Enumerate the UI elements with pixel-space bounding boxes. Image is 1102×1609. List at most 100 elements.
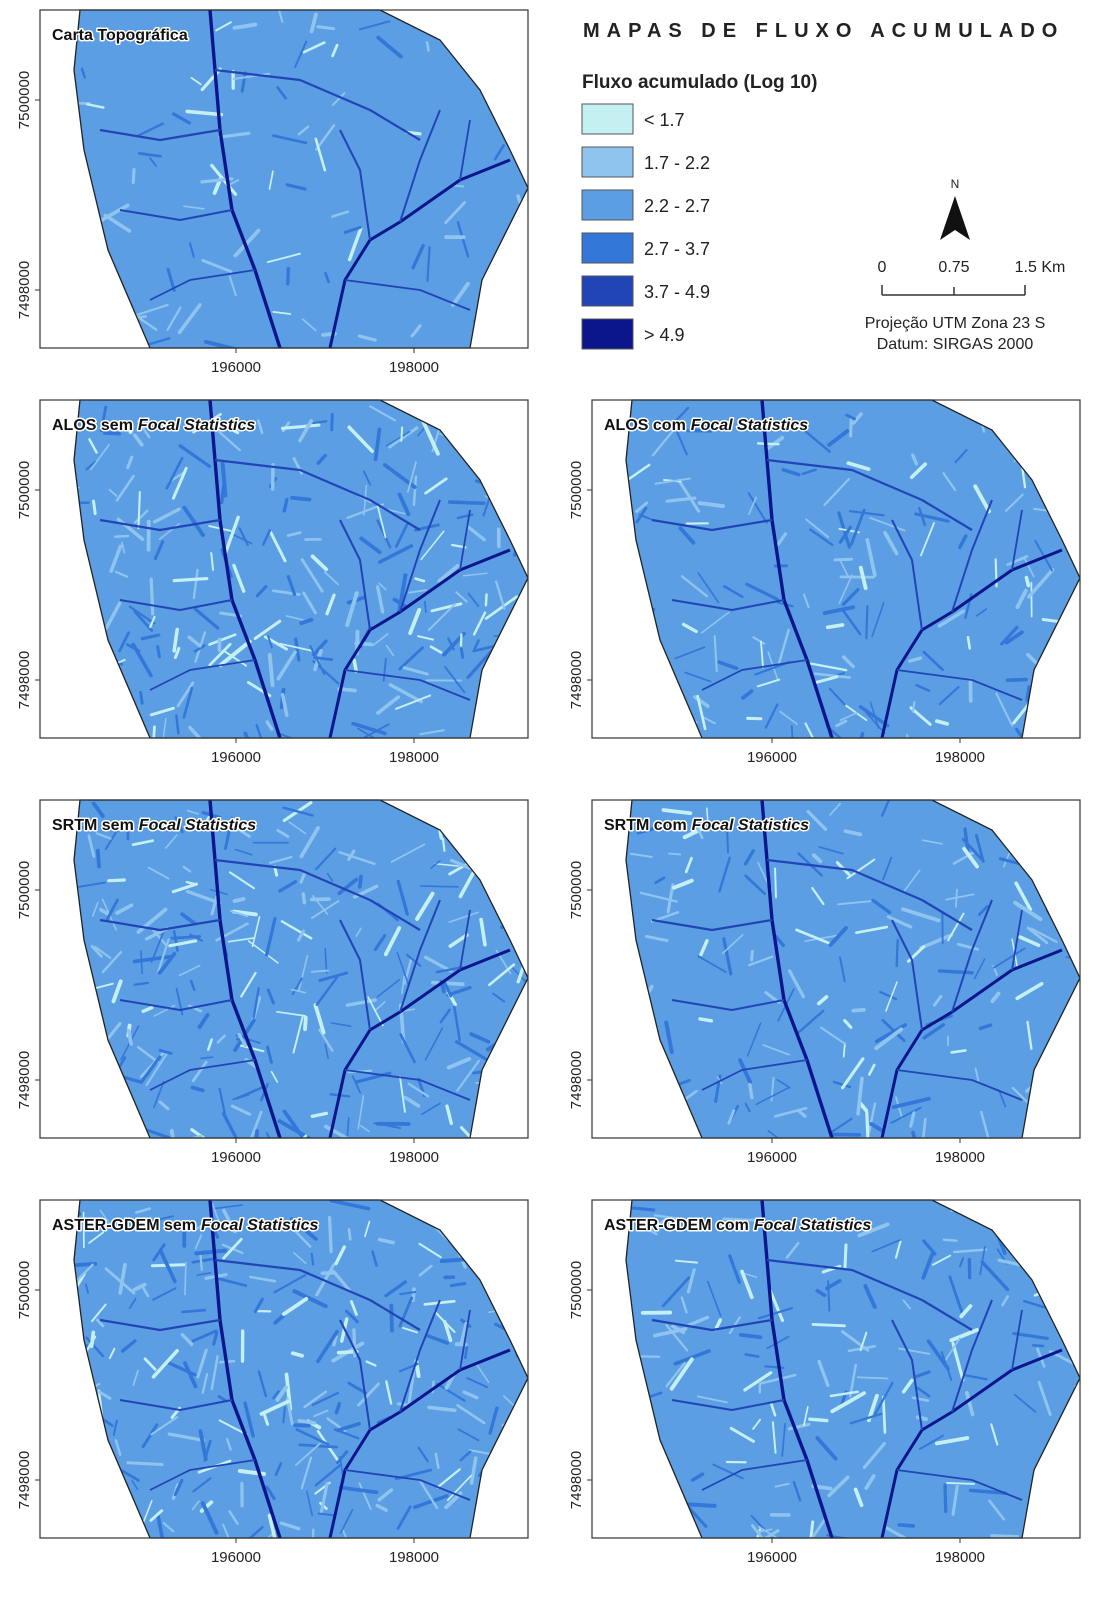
panel-title: ALOS sem Focal Statistics — [52, 417, 255, 434]
flow-texture — [433, 983, 463, 984]
flow-texture — [330, 1218, 332, 1252]
y-tick-label: 7500000 — [568, 861, 585, 919]
flow-texture — [109, 880, 124, 881]
flow-texture — [354, 660, 356, 671]
panel-title: Carta Topográfica — [52, 27, 188, 44]
flow-texture — [883, 1397, 885, 1432]
north-arrow: N — [940, 177, 970, 240]
legend-swatch — [582, 147, 633, 177]
flow-texture — [813, 1324, 844, 1325]
flow-texture — [752, 951, 753, 960]
flow-texture — [899, 1525, 913, 1526]
flow-texture — [115, 536, 128, 537]
flow-texture — [94, 501, 96, 514]
flow-texture — [897, 940, 898, 966]
flow-texture — [486, 594, 487, 605]
projection-text: Projeção UTM Zona 23 S — [865, 315, 1046, 332]
flow-texture — [775, 869, 776, 898]
flow-texture — [1033, 1345, 1043, 1346]
legend-label: 2.7 - 3.7 — [644, 239, 710, 259]
y-tick-label: 7498000 — [568, 651, 585, 709]
panel-title: ASTER-GDEM sem Focal Statistics — [52, 1217, 319, 1234]
panel-title-italic: Focal Statistics — [201, 1217, 318, 1234]
flow-texture — [1080, 675, 1092, 698]
y-tick-label: 7498000 — [16, 261, 33, 319]
flow-texture — [138, 492, 139, 528]
flow-texture — [758, 443, 778, 444]
flow-texture — [349, 1229, 350, 1239]
panel-title-italic: Focal Statistics — [138, 417, 255, 434]
x-tick-label: 196000 — [747, 1149, 797, 1166]
flow-texture — [174, 579, 207, 581]
flow-texture — [303, 894, 304, 903]
flow-texture — [158, 647, 160, 657]
flow-texture — [93, 1538, 101, 1558]
flow-texture — [98, 851, 99, 867]
flow-texture — [356, 643, 371, 644]
flow-texture — [968, 637, 970, 648]
flow-texture — [281, 1136, 306, 1163]
flow-texture — [741, 1335, 761, 1337]
x-tick-label: 196000 — [211, 359, 261, 376]
legend-title: Fluxo acumulado (Log 10) — [582, 72, 817, 93]
flow-texture — [669, 854, 680, 855]
scale-label: 0.75 — [938, 259, 969, 276]
flow-texture — [607, 738, 609, 763]
flow-texture — [1026, 578, 1028, 586]
x-tick-label: 198000 — [389, 1149, 439, 1166]
flow-texture — [391, 1306, 392, 1331]
flow-texture — [945, 1485, 946, 1511]
flow-texture — [918, 1417, 926, 1419]
datum-text: Datum: SIRGAS 2000 — [877, 336, 1034, 353]
flow-texture — [461, 649, 462, 657]
flow-texture — [425, 602, 426, 612]
figure-title: MAPAS DE FLUXO ACUMULADO — [583, 20, 1064, 42]
legend-swatch — [582, 190, 633, 220]
flow-texture — [700, 1019, 711, 1021]
panel-title-text: Carta Topográfica — [52, 27, 188, 44]
flow-texture — [835, 559, 851, 560]
legend-swatch — [582, 104, 633, 134]
flow-texture — [293, 1353, 302, 1356]
panel-title-text: ALOS sem — [52, 417, 133, 434]
flow-texture — [200, 1255, 201, 1270]
x-tick-label: 196000 — [211, 1149, 261, 1166]
legend-swatch — [582, 233, 633, 263]
x-tick-label: 196000 — [211, 749, 261, 766]
flow-texture — [944, 1240, 957, 1241]
y-tick-label: 7500000 — [16, 1261, 33, 1319]
flow-texture — [185, 1262, 186, 1294]
y-tick-label: 7498000 — [16, 1451, 33, 1509]
flow-texture — [292, 498, 309, 500]
flow-texture — [288, 269, 289, 284]
y-tick-label: 7500000 — [16, 71, 33, 129]
x-tick-label: 198000 — [389, 359, 439, 376]
legend: < 1.71.7 - 2.22.2 - 2.72.7 - 3.73.7 - 4.… — [582, 104, 710, 349]
flow-texture — [845, 1245, 846, 1268]
flow-texture — [305, 1018, 306, 1029]
flow-texture — [312, 971, 328, 972]
panel-title-text: ASTER-GDEM sem — [52, 1217, 196, 1234]
panel-title-text: ALOS com — [604, 417, 686, 434]
flow-texture — [413, 1289, 414, 1300]
flow-texture — [318, 27, 334, 29]
y-tick-label: 7498000 — [568, 1051, 585, 1109]
x-tick-label: 196000 — [747, 749, 797, 766]
flow-texture — [30, 531, 41, 540]
y-tick-label: 7498000 — [568, 1451, 585, 1509]
panel-title-italic: Focal Statistics — [754, 1217, 871, 1234]
flow-texture — [151, 579, 153, 614]
panel-title-italic: Focal Statistics — [692, 817, 809, 834]
flow-texture — [332, 415, 333, 430]
panel-title-text: SRTM com — [604, 817, 687, 834]
flow-texture — [465, 1348, 467, 1358]
flow-texture — [133, 170, 134, 183]
flow-texture — [844, 1043, 845, 1056]
y-tick-label: 7500000 — [16, 461, 33, 519]
flow-texture — [235, 899, 244, 901]
